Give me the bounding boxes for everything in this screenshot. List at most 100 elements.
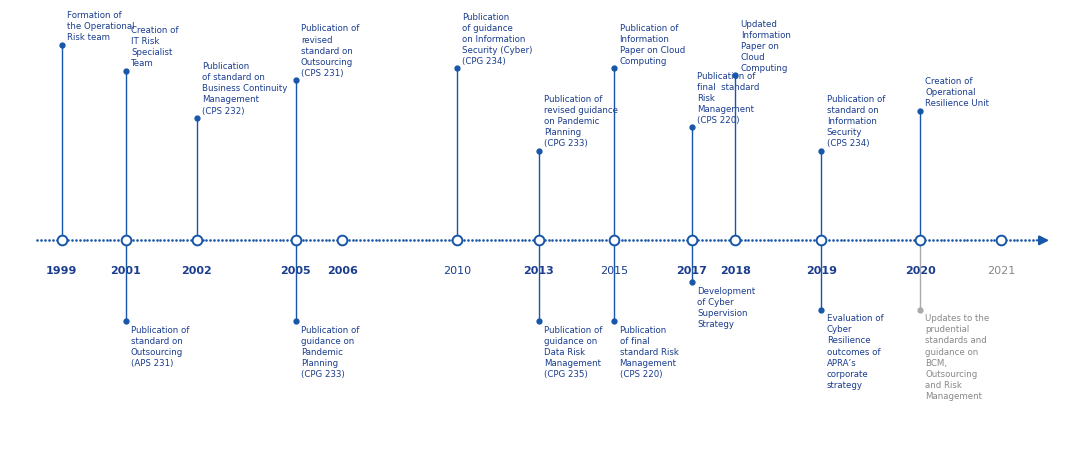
Text: Publication of
standard on
Information
Security
(CPS 234): Publication of standard on Information S… [827,95,885,149]
Text: 2013: 2013 [524,266,554,276]
Point [655,237,672,244]
Point [689,237,707,244]
Point [259,237,276,244]
Point [197,237,215,244]
Text: 2021: 2021 [986,266,1015,276]
Point [913,237,930,244]
Text: 2006: 2006 [327,266,358,276]
Point [1001,237,1018,244]
Point [805,237,823,244]
Point [544,237,562,244]
Point [291,237,308,244]
Point [70,237,88,244]
Point [298,237,315,244]
Point [763,237,780,244]
Point [333,237,350,244]
Point [155,237,172,244]
Point [425,237,442,244]
Point [866,237,883,244]
Point [378,237,396,244]
Point [612,237,630,244]
Point [644,237,661,244]
Point [778,237,796,244]
Point [405,237,423,244]
Point [82,237,100,244]
Text: Creation of
IT Risk
Specialist
Team: Creation of IT Risk Specialist Team [131,26,179,69]
Point [532,237,550,244]
Point [190,237,207,244]
Point [786,237,803,244]
Point [409,237,426,244]
Text: 2018: 2018 [720,266,751,276]
Point [528,237,545,244]
Point [878,237,895,244]
Text: Publication
of guidance
on Information
Security (Cyber)
(CPG 234): Publication of guidance on Information S… [462,13,532,66]
Point [390,237,408,244]
Point [52,237,69,244]
Point [713,237,731,244]
Point [194,237,211,244]
Point [617,237,634,244]
Point [371,237,388,244]
Point [759,237,776,244]
Point [478,237,495,244]
Point [602,237,619,244]
Point [428,237,446,244]
Point [882,237,900,244]
Point [985,237,1003,244]
Point [552,237,569,244]
Point [413,237,430,244]
Point [1017,237,1034,244]
Point [455,237,473,244]
Point [328,237,346,244]
Point [997,237,1015,244]
Point [901,237,918,244]
Point [932,237,950,244]
Point [317,237,334,244]
Point [721,237,738,244]
Point [732,237,749,244]
Point [221,237,238,244]
Point [263,237,281,244]
Point [175,237,192,244]
Point [782,237,799,244]
Point [164,237,181,244]
Point [513,237,530,244]
Text: Publication of
guidance on
Pandemic
Planning
(CPG 233): Publication of guidance on Pandemic Plan… [301,326,359,379]
Text: 2001: 2001 [111,266,141,276]
Text: Publication
of final
standard Risk
Management
(CPS 220): Publication of final standard Risk Manag… [620,326,679,379]
Point [774,237,791,244]
Point [33,237,50,244]
Point [1009,237,1027,244]
Point [632,237,649,244]
Point [386,237,403,244]
Point [863,237,880,244]
Point [121,237,139,244]
Point [132,237,150,244]
Point [48,237,65,244]
Point [129,237,146,244]
Point [251,237,269,244]
Text: Updated
Information
Paper on
Cloud
Computing: Updated Information Paper on Cloud Compu… [740,20,790,73]
Point [647,237,664,244]
Point [144,237,162,244]
Point [505,237,522,244]
Point [44,237,62,244]
Point [963,237,980,244]
Point [448,237,465,244]
Point [356,237,373,244]
Point [351,237,369,244]
Point [682,237,699,244]
Point [240,237,257,244]
Point [816,237,834,244]
Point [547,237,565,244]
Point [886,237,903,244]
Point [724,237,741,244]
Point [824,237,841,244]
Point [282,237,299,244]
Point [348,237,365,244]
Point [662,237,680,244]
Point [467,237,485,244]
Point [605,237,622,244]
Point [443,237,461,244]
